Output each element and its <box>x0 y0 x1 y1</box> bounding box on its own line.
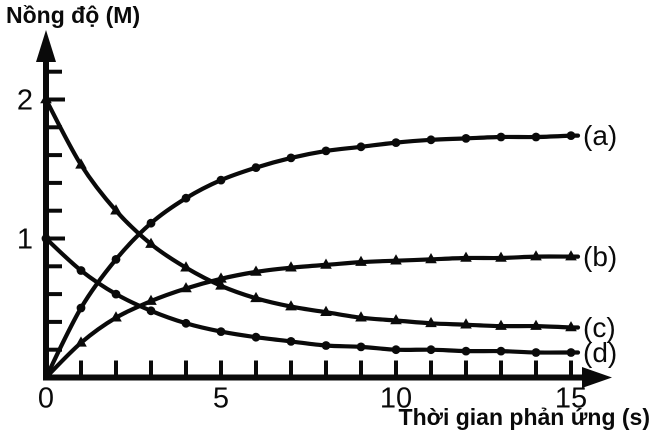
series-b-triangle-marker <box>495 251 507 262</box>
series-d-circle-marker <box>566 348 576 357</box>
series-b-triangle-marker <box>285 261 297 272</box>
series-c-triangle-marker <box>565 321 577 332</box>
series-c-triangle-marker <box>250 291 262 303</box>
x-tick-label-15: 15 <box>555 383 587 415</box>
series-c-triangle-marker <box>425 316 437 328</box>
series-a-circle-marker <box>76 303 86 313</box>
axes <box>36 30 612 388</box>
series-a-circle-marker <box>111 255 121 264</box>
y-tick-label-2: 2 <box>17 85 33 117</box>
x-tick-label-0: 0 <box>38 383 54 415</box>
series-c-triangle-marker <box>180 261 192 272</box>
series-b-triangle-marker <box>250 265 262 276</box>
series-c-triangle-marker <box>355 311 367 322</box>
series-a-circle-marker <box>286 153 296 163</box>
series-c-label: (c) <box>583 312 616 343</box>
series-a-circle-marker <box>461 134 471 143</box>
series-d-circle-marker <box>461 346 471 356</box>
series-a-circle-marker <box>496 132 506 142</box>
series-c-triangle-marker <box>495 319 507 330</box>
series-d-curve <box>43 236 581 355</box>
series-d-circle-marker <box>286 337 296 346</box>
y-axis-title: Nồng độ (M) <box>6 2 141 28</box>
series-b-triangle-marker <box>425 253 437 264</box>
series-d-circle-marker <box>426 345 436 355</box>
x-tick-label-5: 5 <box>213 383 229 415</box>
series-b-curve <box>43 254 581 380</box>
series-b-triangle-marker <box>110 311 122 322</box>
x-tick-label-10: 10 <box>380 383 412 415</box>
series-d-circle-marker <box>41 234 51 243</box>
series-c-triangle-marker <box>75 158 87 169</box>
series-d-circle-marker <box>531 348 541 357</box>
series-d-circle-marker <box>391 345 401 355</box>
series-a-circle-marker <box>391 138 401 148</box>
series-d-circle-marker <box>216 327 226 336</box>
series-d-circle-marker <box>321 341 331 350</box>
series-d-circle-marker <box>146 306 156 316</box>
series-b-triangle-marker <box>145 294 157 305</box>
series-d: (d) <box>41 234 617 368</box>
series-a-circle-marker <box>251 163 261 173</box>
series-c-triangle-marker <box>320 305 332 316</box>
series-c-triangle-marker <box>390 314 402 325</box>
series-a-circle-marker <box>181 193 191 203</box>
series-b: (b) <box>43 241 617 380</box>
series-c-triangle-marker <box>460 318 472 329</box>
series-b-triangle-marker <box>460 251 472 262</box>
series-a-circle-marker <box>426 135 436 145</box>
x-axis-title: Thời gian phản ứng (s) <box>398 404 650 430</box>
series-a-circle-marker <box>216 175 226 185</box>
series-b-triangle-marker <box>75 336 87 347</box>
series-c-triangle-marker <box>215 279 227 290</box>
series-c-curve <box>43 97 581 330</box>
series-a-circle-marker <box>146 218 156 228</box>
series-d-circle-marker <box>356 342 366 352</box>
series-a-label: (a) <box>583 120 617 151</box>
series-d-label: (d) <box>583 337 617 368</box>
y-axis-arrowhead <box>36 30 56 62</box>
series-b-triangle-marker <box>180 282 192 293</box>
y-tick-label-1: 1 <box>17 224 33 256</box>
x-axis-arrowhead <box>582 367 612 388</box>
series-a-circle-marker <box>356 142 366 152</box>
series-d-circle-marker <box>251 332 261 342</box>
series-d-circle-marker <box>181 318 191 328</box>
series-b-triangle-marker <box>390 254 402 265</box>
series-b-triangle-marker <box>355 255 367 266</box>
series-b-triangle-marker <box>565 250 577 261</box>
series-b-triangle-marker <box>215 272 227 283</box>
series-a-circle-marker <box>566 131 576 141</box>
axis-ticks <box>48 69 573 376</box>
series-c-triangle-marker <box>40 93 52 104</box>
series-b-triangle-marker <box>530 250 542 261</box>
series-a-circle-marker <box>531 132 541 142</box>
series-b-label: (b) <box>583 241 617 272</box>
series-a-curve <box>43 133 581 380</box>
series-c-triangle-marker <box>110 204 122 215</box>
series-a: (a) <box>43 120 617 380</box>
series-d-circle-marker <box>111 289 121 299</box>
series-d-circle-marker <box>76 266 86 275</box>
tick-labels: 0 5 10 15 1 2 <box>17 85 587 415</box>
series-a-circle-marker <box>321 146 331 156</box>
series-c-triangle-marker <box>285 300 297 311</box>
series-c-triangle-marker <box>145 237 157 248</box>
series-d-circle-marker <box>496 346 506 356</box>
series-c-triangle-marker <box>530 319 542 330</box>
series-c: (c) <box>40 93 616 343</box>
series-b-triangle-marker <box>320 258 332 269</box>
